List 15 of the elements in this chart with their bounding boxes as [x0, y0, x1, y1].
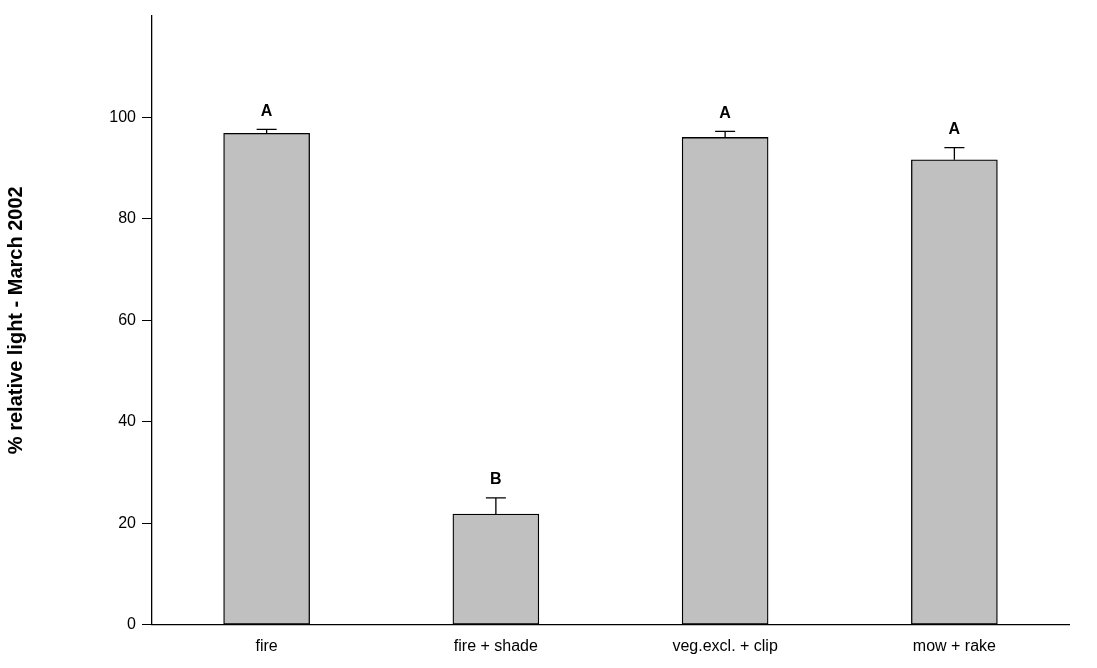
x-tick-label: mow + rake — [912, 636, 997, 654]
annotation: A — [948, 120, 961, 137]
y-axis-title: % relative light - March 2002 — [3, 186, 26, 455]
annotation: B — [490, 470, 502, 488]
annotation: A — [719, 103, 732, 121]
y-tick-label: 0 — [127, 615, 137, 633]
y-tick-label: 100 — [109, 107, 137, 125]
y-tick-label: 80 — [118, 209, 137, 227]
y-tick-label: 40 — [118, 412, 137, 430]
y-tick-label: 20 — [118, 513, 137, 531]
x-tick-label: veg.excl. + clip — [672, 636, 778, 654]
y-tick-label: 60 — [118, 310, 137, 328]
x-tick-label: fire + shade — [453, 636, 538, 654]
x-tick-label: fire — [255, 636, 278, 654]
annotation: A — [260, 101, 273, 119]
